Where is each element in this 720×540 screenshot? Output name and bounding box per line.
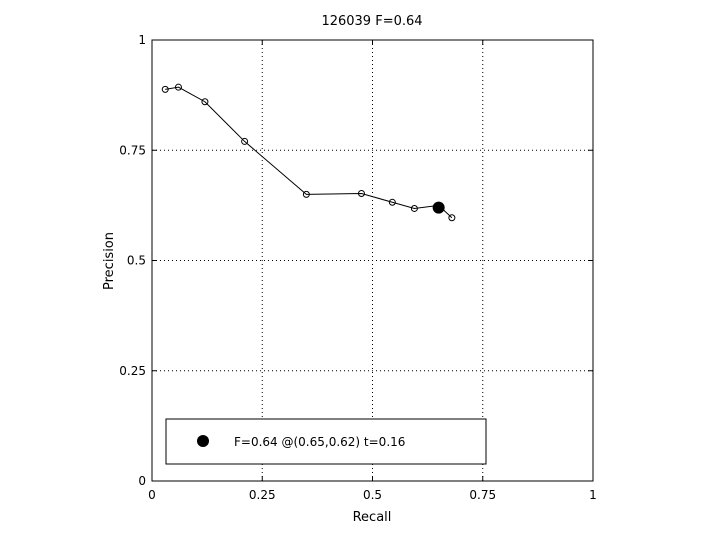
series-group bbox=[161, 83, 456, 222]
best-f-point bbox=[432, 201, 445, 214]
axis-ticks: 0 0.25 0.5 0.75 1 0 0.25 0.5 0.75 1 bbox=[119, 33, 597, 502]
y-tick-label: 0.5 bbox=[127, 254, 146, 268]
legend: F=0.64 @(0.65,0.62) t=0.16 bbox=[165, 418, 487, 465]
y-tick-label: 0.25 bbox=[119, 364, 146, 378]
legend-marker bbox=[197, 435, 209, 447]
legend-text: F=0.64 @(0.65,0.62) t=0.16 bbox=[234, 435, 405, 449]
pr-curve-point bbox=[410, 204, 418, 212]
pr-curve-point bbox=[302, 190, 310, 198]
y-tick-label: 0.75 bbox=[119, 143, 146, 157]
y-axis-label: Precision bbox=[102, 232, 117, 290]
x-tick-label: 0.75 bbox=[469, 488, 496, 502]
pr-curve-point bbox=[174, 83, 182, 91]
pr-curve-point bbox=[448, 214, 456, 222]
chart-title: 126039 F=0.64 bbox=[321, 14, 422, 29]
y-tick-label: 0 bbox=[138, 474, 146, 488]
grid-lines bbox=[152, 40, 593, 481]
pr-curve-point bbox=[241, 137, 249, 145]
pr-curve-point bbox=[201, 98, 209, 106]
y-tick-label: 1 bbox=[138, 33, 146, 47]
x-tick-label: 0.5 bbox=[363, 488, 382, 502]
legend-box bbox=[165, 418, 487, 465]
x-tick-label: 1 bbox=[589, 488, 597, 502]
pr-curve-point bbox=[161, 85, 169, 93]
x-tick-label: 0 bbox=[148, 488, 156, 502]
x-tick-label: 0.25 bbox=[249, 488, 276, 502]
pr-curve-line bbox=[165, 86, 453, 219]
pr-curve-point bbox=[357, 189, 365, 197]
pr-curve-point bbox=[388, 198, 396, 206]
x-axis-label: Recall bbox=[353, 510, 392, 525]
